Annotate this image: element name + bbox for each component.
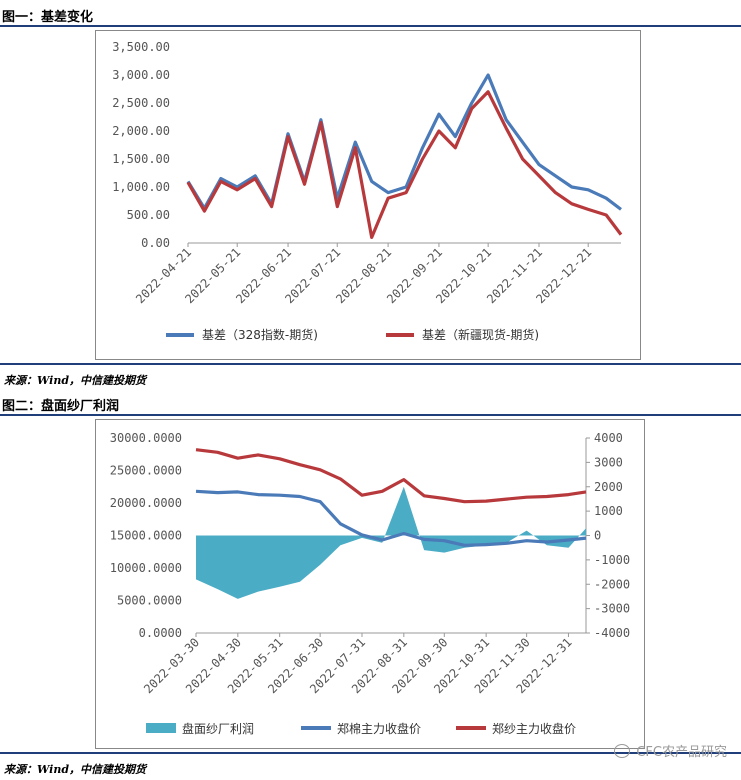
figure1-bottom-rule [0, 363, 741, 365]
left-y-tick-label: 25000.0000 [110, 464, 182, 478]
legend-label: 基差（新疆现货-期货) [422, 327, 539, 342]
figure2-chart-panel: 0.0000 5000.0000 10000.0000 15000.0000 20000… [95, 419, 645, 749]
yarn-profit-chart: 0.00005000.000010000.000015000.000020000… [110, 431, 630, 736]
left-y-tick-label: 15000.0000 [110, 529, 182, 543]
legend-label: 基差（328指数-期货) [202, 327, 318, 342]
y-tick-label: 500.00 [127, 208, 170, 222]
y-tick-label: 3,500.00 [112, 40, 170, 54]
figure1-title: 图一：基差变化 [2, 10, 94, 25]
y-tick-label: 1,000.00 [112, 180, 170, 194]
left-y-tick-label: 5000.0000 [117, 594, 182, 608]
figure2-bottom-rule [0, 752, 741, 754]
left-y-tick-label: 10000.0000 [110, 561, 182, 575]
right-y-tick-label: 3000 [594, 455, 623, 469]
y-tick-label: 1,500.00 [112, 152, 170, 166]
y-tick-label: 0.00 [141, 236, 170, 250]
figure1-top-rule [0, 25, 741, 27]
right-y-tick-label: -4000 [594, 626, 630, 640]
series-line-blue [186, 73, 622, 211]
right-y-tick-label: 0 [594, 529, 601, 543]
left-y-tick-label: 0.0000 [139, 626, 182, 640]
y-tick-label: 2,500.00 [112, 96, 170, 110]
legend-label: 郑纱主力收盘价 [492, 721, 576, 736]
watermark: CFC农产品研究 [614, 741, 727, 760]
basis-chart: 0.00 500.00 1,000.00 1,500.00 2,000.00 2,500.… [112, 40, 623, 342]
right-y-tick-label: -1000 [594, 553, 630, 567]
figure1-chart-panel: 0.00 500.00 1,000.00 1,500.00 2,000.00 2,500.… [95, 30, 641, 360]
right-y-tick-label: 4000 [594, 431, 623, 445]
figure2-title: 图二：盘面纱厂利润 [2, 399, 120, 414]
legend-label: 郑棉主力收盘价 [337, 721, 421, 736]
yarn-price-line [195, 448, 587, 504]
right-y-tick-label: -2000 [594, 577, 630, 591]
figure2-top-rule [0, 414, 741, 416]
profit-area [196, 486, 586, 599]
right-y-tick-label: -3000 [594, 602, 630, 616]
wechat-icon [614, 744, 631, 758]
figure2-source: 来源：Wind，中信建投期货 [4, 763, 147, 776]
cotton-price-line [195, 489, 587, 547]
left-y-tick-label: 20000.0000 [110, 496, 182, 510]
y-tick-label: 2,000.00 [112, 124, 170, 138]
legend-label: 盘面纱厂利润 [182, 721, 254, 736]
figure1-source: 来源：Wind，中信建投期货 [4, 374, 147, 387]
watermark-text: CFC农产品研究 [636, 745, 727, 760]
y-tick-label: 3,000.00 [112, 68, 170, 82]
left-y-tick-label: 30000.0000 [110, 431, 182, 445]
legend-swatch [146, 723, 176, 733]
right-y-tick-label: 2000 [594, 480, 623, 494]
right-y-tick-label: 1000 [594, 504, 623, 518]
series-line-red [186, 90, 623, 239]
